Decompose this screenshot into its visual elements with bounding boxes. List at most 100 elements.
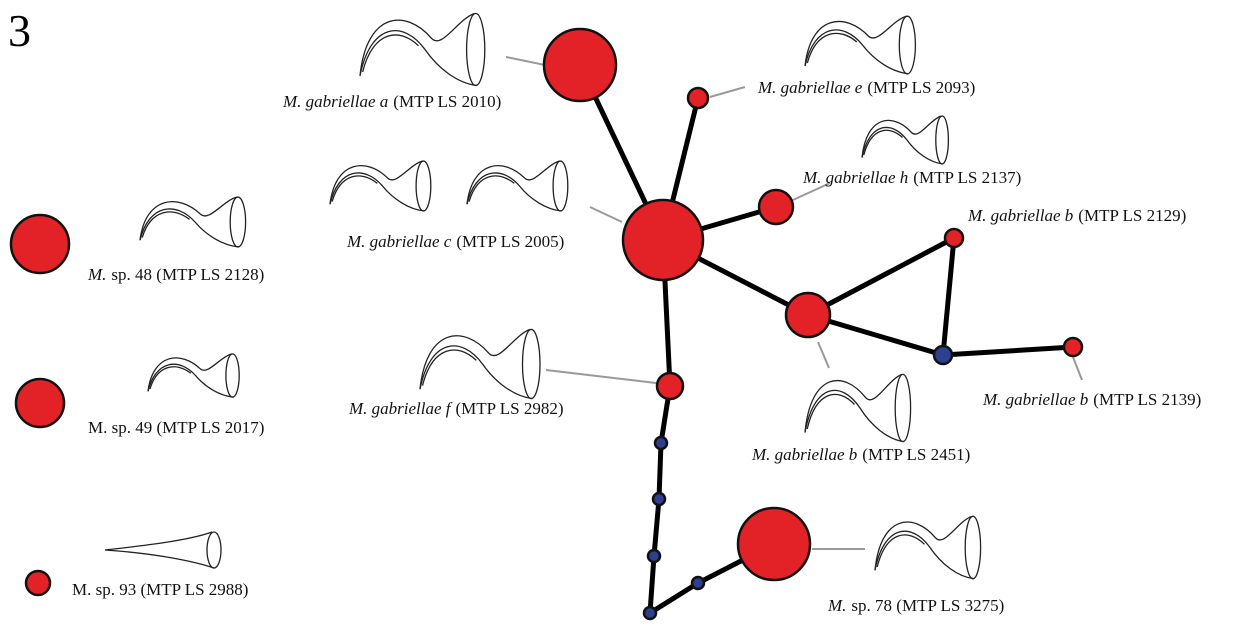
panel-label: 3 (8, 5, 31, 56)
shell-stroke (226, 354, 239, 397)
legend-label: M. sp. 48 (MTP LS 2128) (87, 265, 264, 284)
specimen: (MTP LS 2093) (867, 78, 975, 97)
node (945, 229, 963, 247)
leader (710, 87, 745, 97)
shell-stroke (899, 16, 915, 74)
shell-stroke (936, 116, 949, 164)
node (934, 346, 952, 364)
leader (546, 370, 656, 383)
taxon: M. gabriellae b (751, 445, 857, 464)
specimen: (MTP LS 2139) (1093, 390, 1201, 409)
node (653, 493, 665, 505)
edge (808, 238, 954, 315)
node (648, 550, 660, 562)
taxon: M. gabriellae c (346, 232, 452, 251)
shell-drawings (105, 14, 981, 579)
edge (650, 386, 774, 613)
taxon: M. (827, 596, 846, 615)
edges (580, 65, 1073, 613)
specimen: (MTP LS 2010) (393, 92, 501, 111)
node (688, 88, 708, 108)
shell-stroke (148, 364, 234, 397)
leader (506, 57, 545, 65)
shell-stroke (862, 127, 943, 164)
shell-stroke (332, 176, 377, 202)
specimen: (MTP LS 2137) (913, 168, 1021, 187)
node (544, 29, 616, 101)
taxon: M. gabriellae h (802, 168, 908, 187)
node-label: M. gabriellae b (MTP LS 2129) (967, 206, 1186, 225)
specimen: M. sp. 49 (MTP LS 2017) (88, 418, 264, 437)
taxon: M. gabriellae f (348, 399, 453, 418)
shell-stroke (467, 14, 485, 86)
leader (1073, 357, 1082, 380)
shell-stroke (553, 161, 568, 211)
specimen: (MTP LS 2129) (1078, 206, 1186, 225)
legend-node (26, 571, 50, 595)
shell-stroke (875, 531, 974, 579)
node (644, 607, 656, 619)
node (1064, 338, 1082, 356)
shell-stroke (807, 33, 857, 63)
node (692, 577, 704, 589)
edge (943, 238, 954, 355)
shell-stroke (150, 367, 191, 389)
shell-stroke (864, 130, 903, 155)
node (738, 508, 810, 580)
node-label: M. gabriellae f(MTP LS 2982) (348, 399, 564, 418)
nodes (11, 29, 1082, 619)
shell-stroke (523, 329, 541, 398)
node-label: M. gabriellae a (MTP LS 2010) (282, 92, 501, 111)
node (786, 293, 830, 337)
leader (818, 342, 829, 368)
shell-stroke (363, 35, 419, 72)
taxon: M. gabriellae e (757, 78, 863, 97)
labels: M. gabriellae a (MTP LS 2010) M. gabriell… (72, 78, 1201, 615)
shell-stroke (230, 197, 245, 247)
node-label: M. sp. 78 (MTP LS 3275) (827, 596, 1004, 615)
shell-stroke (805, 390, 904, 441)
taxon: M. (87, 265, 106, 284)
haplotype-network: 3 (0, 0, 1240, 626)
shell-stroke (360, 31, 477, 86)
shell-stroke (420, 346, 533, 399)
specimen: (MTP LS 2982) (456, 399, 564, 418)
shell-stroke (467, 173, 562, 211)
node-label: M. gabriellae h (MTP LS 2137) (802, 168, 1021, 187)
taxon: M. gabriellae a (282, 92, 388, 111)
shell-stroke (895, 374, 910, 441)
node-label: M. gabriellae e(MTP LS 2093) (757, 78, 975, 97)
node (623, 200, 703, 280)
shell-stroke (416, 161, 431, 211)
legend-label: M. sp. 49 (MTP LS 2017) (88, 418, 264, 437)
specimen: sp. 48 (MTP LS 2128) (111, 265, 264, 284)
edge (943, 347, 1073, 355)
node-label: M. gabriellae b (MTP LS 2139) (982, 390, 1201, 409)
shell-stroke (140, 209, 239, 247)
legend-node (16, 379, 64, 427)
shell-stroke (142, 212, 189, 238)
shell-stroke (330, 173, 425, 211)
node (759, 190, 793, 224)
shell-stroke (965, 516, 980, 578)
specimen: sp. 78 (MTP LS 3275) (851, 596, 1004, 615)
specimen: (MTP LS 2451) (862, 445, 970, 464)
node (655, 437, 667, 449)
shell-stroke (423, 350, 477, 386)
legend-label: M. sp. 93 (MTP LS 2988) (72, 580, 248, 599)
shell-stroke (807, 394, 854, 429)
taxon: M. gabriellae b (967, 206, 1073, 225)
specimen: (MTP LS 2005) (456, 232, 564, 251)
shell-stroke (105, 532, 214, 568)
shell-stroke (207, 532, 221, 568)
node-label: M. gabriellae c(MTP LS 2005) (346, 232, 564, 251)
node (657, 373, 683, 399)
shell-stroke (805, 30, 909, 74)
shell-stroke (877, 535, 924, 567)
shell-stroke (469, 176, 514, 202)
legend-node (11, 215, 69, 273)
leader (590, 207, 622, 222)
node-label: M. gabriellae b (MTP LS 2451) (751, 445, 970, 464)
taxon: M. gabriellae b (982, 390, 1088, 409)
specimen: M. sp. 93 (MTP LS 2988) (72, 580, 248, 599)
